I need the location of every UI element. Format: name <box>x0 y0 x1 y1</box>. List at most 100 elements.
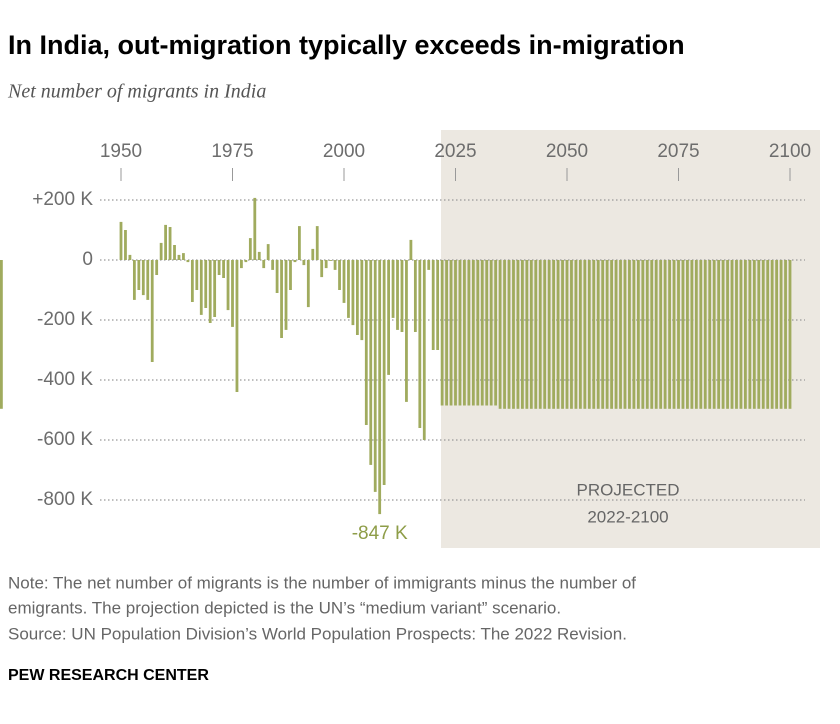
bar <box>752 260 756 409</box>
bar <box>208 260 212 323</box>
bar <box>601 260 605 409</box>
bar <box>440 260 444 406</box>
bar <box>373 260 377 492</box>
bar <box>213 260 217 317</box>
bar <box>324 260 328 269</box>
bar <box>266 244 270 260</box>
bar <box>494 260 498 406</box>
bar <box>525 260 529 409</box>
bar <box>217 260 221 275</box>
bar <box>498 260 502 409</box>
bar <box>507 260 511 409</box>
bar <box>311 248 315 260</box>
bar <box>280 260 283 338</box>
bar <box>632 260 636 409</box>
bar <box>195 260 199 290</box>
bar <box>744 260 747 409</box>
chart-title: In India, out-migration typically exceed… <box>8 30 685 60</box>
bar <box>596 260 600 409</box>
bar <box>315 226 319 260</box>
bar <box>347 260 350 318</box>
bar <box>253 197 257 260</box>
bar <box>436 260 440 350</box>
bar <box>641 260 645 409</box>
bar <box>654 260 658 409</box>
bar <box>164 224 167 260</box>
bar <box>284 260 288 330</box>
bar <box>262 260 266 269</box>
bar <box>302 260 306 266</box>
bar <box>516 260 520 409</box>
bar <box>712 260 716 409</box>
x-tick-label: 2000 <box>323 141 365 162</box>
bar <box>289 260 292 290</box>
source: Source: UN Population Division’s World P… <box>8 624 627 643</box>
bar <box>471 260 475 406</box>
bar <box>351 260 355 326</box>
bar <box>124 230 127 260</box>
bar <box>538 260 542 409</box>
projection-label: 2022-2100 <box>587 507 668 526</box>
bar <box>463 260 466 406</box>
bar <box>400 260 404 332</box>
bar <box>132 260 136 300</box>
bar <box>668 260 671 409</box>
note: Note: The net number of migrants is the … <box>8 573 636 592</box>
bar <box>730 260 734 409</box>
bar <box>427 260 431 270</box>
y-tick-label: 0 <box>82 249 93 270</box>
bar <box>784 260 787 409</box>
bar <box>605 260 609 409</box>
bar <box>306 260 310 308</box>
bar <box>413 260 417 332</box>
bar <box>529 260 533 409</box>
bar <box>405 260 408 402</box>
bar <box>445 260 448 406</box>
bar <box>146 260 150 300</box>
bar <box>422 260 426 440</box>
value-label: -847 K <box>352 523 408 544</box>
bar <box>155 260 159 275</box>
y-tick-label: -800 K <box>37 489 93 510</box>
bar <box>355 260 359 335</box>
bar <box>610 260 613 409</box>
bar <box>587 260 591 409</box>
bar <box>244 260 248 263</box>
bar <box>231 260 234 327</box>
bar <box>338 260 341 290</box>
bar <box>454 260 457 406</box>
bar <box>592 260 596 409</box>
bar <box>583 260 587 409</box>
bar <box>0 260 3 409</box>
bar <box>623 260 627 409</box>
bar <box>681 260 685 409</box>
x-tick-label: 2075 <box>657 141 699 162</box>
chart-subtitle: Net number of migrants in India <box>7 81 266 103</box>
bar <box>739 260 743 409</box>
bar <box>141 260 145 296</box>
bar <box>190 260 194 302</box>
bar <box>382 260 386 485</box>
bar <box>552 260 556 409</box>
bar <box>694 260 698 409</box>
bar <box>703 260 707 409</box>
bar <box>204 260 208 308</box>
bar <box>458 260 462 406</box>
bar <box>293 260 297 263</box>
bar <box>757 260 761 409</box>
bar <box>547 260 551 409</box>
bar <box>663 260 667 409</box>
bar <box>628 260 631 409</box>
y-tick-label: -400 K <box>37 369 93 390</box>
bar <box>650 260 654 409</box>
bar <box>677 260 680 409</box>
bar <box>248 238 252 260</box>
bar <box>489 260 493 406</box>
bar <box>570 260 573 409</box>
bar <box>686 260 689 409</box>
bar <box>521 260 524 409</box>
bar <box>378 260 382 515</box>
bar <box>159 242 163 260</box>
bar <box>119 221 123 260</box>
